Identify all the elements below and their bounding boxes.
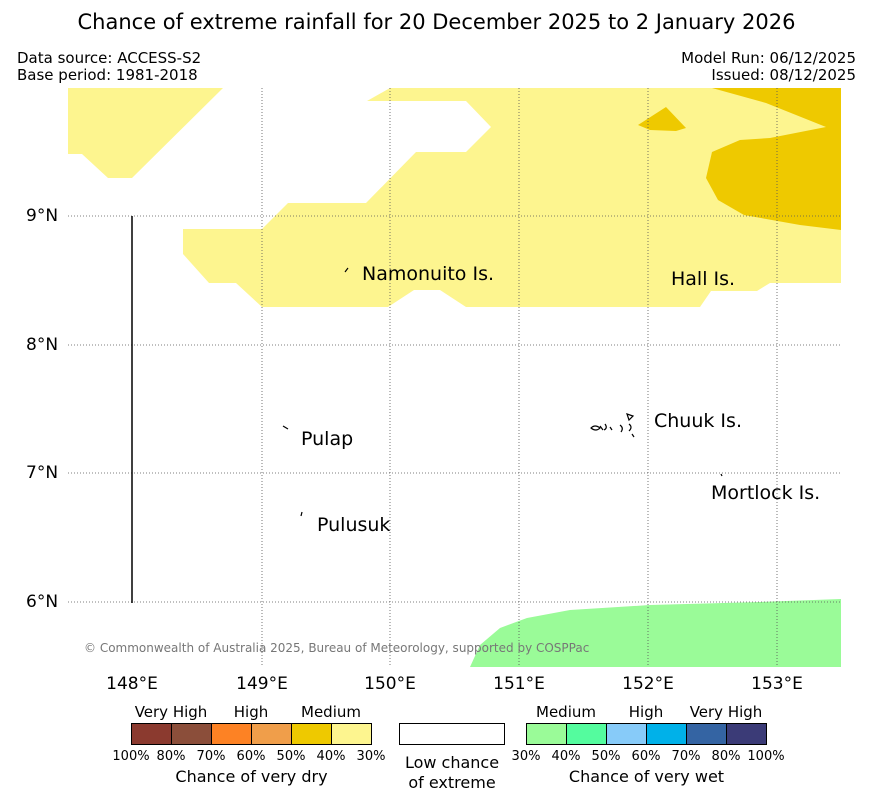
wet-pct-60: 60% xyxy=(631,749,661,764)
dry-pct-100: 100% xyxy=(112,749,150,764)
place-mortlock: Mortlock Is. xyxy=(711,482,821,504)
place-pulap: Pulap xyxy=(301,428,354,450)
place-chuuk: Chuuk Is. xyxy=(654,410,742,432)
wet-pct-50: 50% xyxy=(591,749,621,764)
place-pulusuk: Pulusuk xyxy=(317,514,391,536)
legend-dry-medium: Medium xyxy=(301,703,361,721)
legend-wet-medium: Medium xyxy=(536,703,596,721)
legend-wet-caption: Chance of very wet xyxy=(568,767,725,786)
lat-label-8n: 8°N xyxy=(26,335,59,355)
region-medium-dry-dark xyxy=(638,88,841,230)
data-source: Data source: ACCESS-S2 xyxy=(17,49,202,67)
swatch-wet-30-40 xyxy=(527,724,567,744)
lat-label-6n: 6°N xyxy=(26,592,59,612)
swatch-dry-100-80 xyxy=(132,724,172,744)
lon-label-150e: 150°E xyxy=(364,674,416,694)
legend-dry-very-high: Very High xyxy=(134,703,208,721)
dry-pct-80: 80% xyxy=(156,749,186,764)
dry-pct-40: 40% xyxy=(316,749,346,764)
lat-label-7n: 7°N xyxy=(26,463,59,483)
legend-dry-colorbar xyxy=(131,723,372,745)
pulusuk-island xyxy=(300,511,303,517)
swatch-wet-80-100 xyxy=(727,724,766,744)
swatch-dry-50-40 xyxy=(292,724,332,744)
region-medium-wet xyxy=(470,599,841,667)
lon-label-151e: 151°E xyxy=(493,674,545,694)
dry-pct-30: 30% xyxy=(356,749,386,764)
wet-pct-30: 30% xyxy=(511,749,541,764)
legend-dry-high: High xyxy=(233,703,269,721)
place-hall: Hall Is. xyxy=(671,268,736,290)
swatch-wet-60-70 xyxy=(647,724,687,744)
pulap-island xyxy=(282,425,289,430)
swatch-wet-40-50 xyxy=(567,724,607,744)
legend-wet-high: High xyxy=(628,703,664,721)
copyright-notice: © Commonwealth of Australia 2025, Bureau… xyxy=(84,641,590,655)
base-period: Base period: 1981-2018 xyxy=(17,66,198,84)
lon-label-152e: 152°E xyxy=(622,674,674,694)
swatch-dry-60-50 xyxy=(252,724,292,744)
mortlock-island xyxy=(720,473,723,477)
legend-low-swatch xyxy=(399,723,505,745)
legend-wet-colorbar xyxy=(526,723,767,745)
map-gridlines xyxy=(68,88,841,667)
namonuito-island xyxy=(344,267,349,273)
wet-pct-70: 70% xyxy=(671,749,701,764)
wet-pct-80: 80% xyxy=(711,749,741,764)
legend-low-caption-line2: of extreme xyxy=(408,773,496,792)
wet-pct-100: 100% xyxy=(747,749,785,764)
issued-date: Issued: 08/12/2025 xyxy=(711,66,856,84)
legend-wet-very-high: Very High xyxy=(689,703,763,721)
lon-label-148e: 148°E xyxy=(106,674,158,694)
swatch-dry-80-70 xyxy=(172,724,212,744)
model-run: Model Run: 06/12/2025 xyxy=(681,49,856,67)
island-outlines xyxy=(282,267,723,517)
lat-label-9n: 9°N xyxy=(26,206,59,226)
legend-low-caption-line1: Low chance xyxy=(404,753,500,772)
swatch-dry-70-60 xyxy=(212,724,252,744)
swatch-wet-50-60 xyxy=(607,724,647,744)
lon-label-153e: 153°E xyxy=(751,674,803,694)
dry-pct-50: 50% xyxy=(276,749,306,764)
lon-label-149e: 149°E xyxy=(236,674,288,694)
chart-title: Chance of extreme rainfall for 20 Decemb… xyxy=(77,10,796,34)
legend-dry-caption: Chance of very dry xyxy=(175,767,328,786)
swatch-dry-40-30 xyxy=(332,724,371,744)
dry-pct-70: 70% xyxy=(196,749,226,764)
swatch-wet-70-80 xyxy=(687,724,727,744)
chuuk-islands xyxy=(590,413,635,438)
place-namonuito: Namonuito Is. xyxy=(362,263,495,285)
wet-pct-40: 40% xyxy=(551,749,581,764)
dry-pct-60: 60% xyxy=(236,749,266,764)
